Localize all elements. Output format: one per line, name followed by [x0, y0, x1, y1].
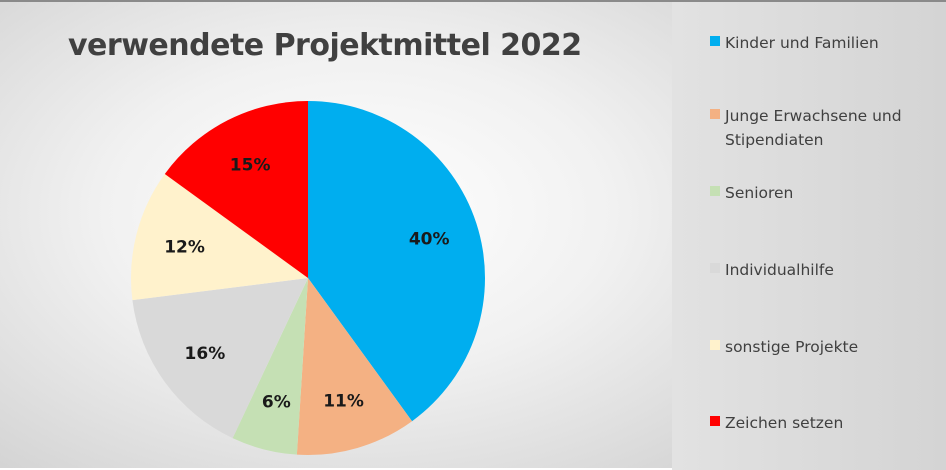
slice-data-label-3: 16%: [185, 344, 226, 364]
legend-swatch: [710, 263, 720, 273]
pie-slice-5: [164, 101, 308, 278]
legend-swatch: [710, 416, 720, 426]
legend-swatch: [710, 109, 720, 119]
legend-swatch: [710, 36, 720, 46]
slice-data-label-2: 6%: [262, 392, 291, 412]
legend: Kinder und Familien Junge Erwachsene und …: [672, 2, 946, 470]
slice-data-label-0: 40%: [409, 230, 450, 250]
legend-label: Senioren: [725, 184, 794, 202]
pie-slice-4: [131, 173, 308, 301]
slice-data-label-1: 11%: [323, 391, 364, 411]
legend-swatch: [710, 340, 720, 350]
pie-slice-2: [232, 278, 308, 455]
legend-swatch: [710, 186, 720, 196]
pie-chart: 40% 11% 6% 16% 12% 15%: [131, 101, 485, 455]
slice-data-label-4: 12%: [164, 237, 205, 257]
slice-data-label-5: 15%: [230, 155, 271, 175]
legend-label: Individualhilfe: [725, 261, 834, 279]
legend-label: Junge Erwachsene und Stipendiaten: [725, 107, 902, 149]
chart-title: verwendete Projektmittel 2022: [68, 28, 582, 63]
pie-slice-0: [308, 101, 485, 422]
legend-label: Kinder und Familien: [725, 34, 879, 52]
legend-label: Zeichen setzen: [725, 414, 844, 432]
legend-label: sonstige Projekte: [725, 338, 859, 356]
pie-slice-3: [132, 278, 308, 439]
pie-slice-1: [296, 278, 413, 455]
